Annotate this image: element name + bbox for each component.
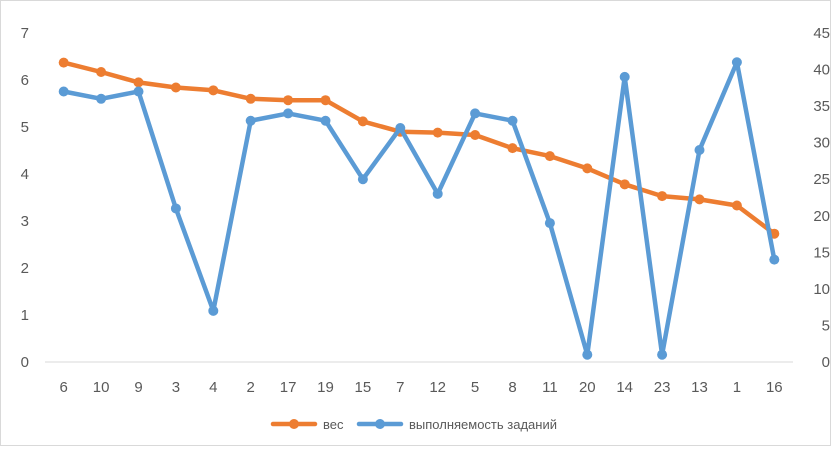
series-0-point: [544, 151, 555, 162]
x-tick-label: 14: [616, 379, 633, 396]
y-left-tick-label: 6: [21, 72, 29, 89]
legend-label-1: выполняемость заданий: [409, 417, 557, 432]
y-left-tick-label: 7: [21, 25, 29, 42]
x-tick-label: 5: [471, 379, 479, 396]
y-left-tick-label: 3: [21, 213, 29, 230]
series-1-point: [582, 349, 593, 360]
x-tick-label: 7: [396, 379, 404, 396]
x-tick-label: 17: [280, 379, 297, 396]
legend-label-0: вес: [323, 417, 344, 432]
y-right-tick-label: 25: [813, 171, 830, 188]
series-0-point: [320, 95, 331, 106]
y-right-tick-label: 30: [813, 135, 830, 152]
y-left-tick-label: 5: [21, 119, 29, 136]
y-left-tick-label: 1: [21, 307, 29, 324]
x-tick-label: 23: [654, 379, 671, 396]
series-0-point: [133, 77, 144, 88]
x-tick-label: 15: [355, 379, 372, 396]
series-1-point: [58, 86, 69, 97]
series-0-point: [470, 129, 481, 140]
series-0-point: [582, 163, 593, 174]
x-tick-label: 13: [691, 379, 708, 396]
x-tick-label: 4: [209, 379, 217, 396]
x-tick-label: 9: [134, 379, 142, 396]
x-tick-label: 20: [579, 379, 596, 396]
x-tick-label: 8: [508, 379, 516, 396]
series-1-point: [96, 93, 107, 104]
series-1-point: [470, 108, 481, 119]
y-right-tick-label: 0: [822, 354, 830, 371]
series-1-point: [769, 254, 780, 265]
series-0-point: [432, 127, 443, 138]
series-1-point: [357, 174, 368, 185]
x-tick-label: 2: [247, 379, 255, 396]
series-0-point: [694, 194, 705, 205]
x-tick-label: 10: [93, 379, 110, 396]
series-1-point: [320, 115, 331, 126]
series-1-point: [395, 123, 406, 134]
series-line-0: [61, 60, 777, 236]
series-1-point: [208, 305, 219, 316]
series-0-point: [283, 95, 294, 106]
series-0-point: [208, 85, 219, 96]
x-tick-label: 19: [317, 379, 334, 396]
series-1-point: [432, 188, 443, 199]
legend: вес выполняемость заданий: [270, 417, 557, 432]
y-right-tick-label: 40: [813, 62, 830, 79]
series-1-point: [619, 71, 630, 82]
y-right-tick-label: 10: [813, 281, 830, 298]
y-right-tick-label: 5: [822, 317, 830, 334]
series-0-point: [619, 179, 630, 190]
y-left-tick-label: 4: [21, 166, 29, 183]
series-1-point: [544, 218, 555, 229]
series-0-point: [245, 93, 256, 104]
series-1-point: [133, 86, 144, 97]
series-1-point: [657, 349, 668, 360]
x-tick-label: 6: [60, 379, 68, 396]
series-0-point: [731, 200, 742, 211]
x-tick-label: 11: [542, 379, 558, 396]
series-0-point: [357, 116, 368, 127]
x-tick-label: 12: [429, 379, 446, 396]
series-1-point: [170, 203, 181, 214]
series-line-1: [61, 59, 777, 357]
series-1-point: [245, 115, 256, 126]
series-0-point: [507, 143, 518, 154]
legend-marker-1: [375, 419, 385, 429]
series-0-point: [58, 57, 69, 68]
series-1-point: [283, 108, 294, 119]
series-0-point: [170, 82, 181, 93]
series-layer: [58, 57, 780, 360]
x-tick-label: 1: [733, 379, 741, 396]
x-tick-label: 3: [172, 379, 180, 396]
legend-marker-0: [289, 419, 299, 429]
y-right-tick-label: 20: [813, 208, 830, 225]
y-right-tick-label: 35: [813, 98, 830, 115]
y-right-tick-label: 45: [813, 25, 830, 42]
series-1-point: [507, 115, 518, 126]
y-left-tick-label: 2: [21, 260, 29, 277]
series-0-point: [96, 67, 107, 78]
series-0-point: [657, 191, 668, 202]
series-1-point: [731, 57, 742, 68]
x-tick-label: 16: [766, 379, 783, 396]
y-right-tick-label: 15: [813, 244, 830, 261]
series-1-point: [694, 144, 705, 155]
y-left-tick-label: 0: [21, 354, 29, 371]
